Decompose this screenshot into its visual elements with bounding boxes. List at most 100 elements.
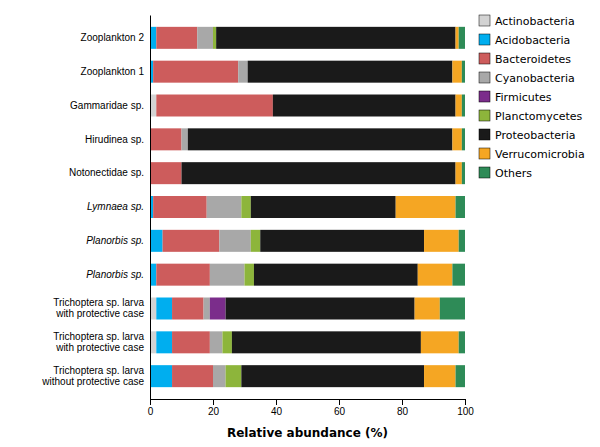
bar-series [396,27,462,387]
legend-label: Planctomycetes [495,110,583,123]
tick-label: 80 [397,406,409,417]
tick-label: Trichoptera sp. larvawith protective cas… [53,297,144,319]
tick-label: Zooplankton 1 [81,66,145,77]
legend-label: Acidobacteria [495,34,570,47]
bar [188,128,453,150]
bar [197,27,213,49]
bar [156,298,172,320]
tick-mark [402,399,403,405]
tick: Trichoptera sp. larvawith protective cas… [53,297,150,319]
axis-title: Relative abundance (%) [227,426,388,440]
bar [156,95,273,117]
bar [452,128,461,150]
tick-mark [465,399,466,405]
bar [245,264,254,286]
bar [251,230,260,252]
legend-swatch [479,91,490,102]
tick: 100 [457,399,474,417]
bar [213,365,226,387]
bar [210,298,226,320]
bar [241,365,424,387]
bar [222,331,231,353]
legend-swatch [479,110,490,121]
bar [462,162,465,184]
axis-line [151,400,466,406]
bar-series [182,27,456,387]
legend-swatch [479,148,490,159]
legend-label: Cyanobacteria [495,72,575,85]
tick-label: Gammaridae sp. [70,100,144,111]
bar [238,61,247,83]
legend-item: Proteobacteria [479,129,575,142]
tick: Notonectidae sp. [69,167,150,178]
legend-swatch [479,34,490,45]
tick: Trichoptera sp. larvawith protective cas… [53,331,150,353]
bar [204,298,210,320]
legend-swatch [479,53,490,64]
tick-label: Hirudinea sp. [85,134,144,145]
bar-series [210,298,226,320]
bar [150,128,182,150]
bar [226,298,415,320]
bars [150,27,465,387]
legend-label: Verrucomicrobia [495,148,585,161]
bar [210,331,223,353]
legend-swatch [479,167,490,178]
bar [462,61,465,83]
bar [273,95,456,117]
bar [456,27,459,49]
bar [241,196,250,218]
bar [424,230,459,252]
tick-mark [213,399,214,405]
bar [462,128,465,150]
y-axis: Zooplankton 2Zooplankton 1Gammaridae sp.… [41,16,150,400]
bar [213,27,216,49]
legend-item: Actinobacteria [479,15,575,28]
bar [216,27,455,49]
bar [232,331,421,353]
tick: Hirudinea sp. [85,134,150,145]
bar [150,230,163,252]
bar [251,196,396,218]
legend-item: Firmicutes [479,91,552,104]
tick: 0 [148,399,154,417]
tick: 40 [271,399,283,417]
legend-item: Verrucomicrobia [479,148,585,161]
bar [418,264,453,286]
bar [462,95,465,117]
legend-label: Others [495,167,532,180]
bar [452,61,461,83]
tick: 80 [397,399,409,417]
bar [456,95,462,117]
tick-mark [276,399,277,405]
tick: Planorbis sp. [86,269,150,280]
tick-label: Lymnaea sp. [87,201,144,212]
bar [150,162,182,184]
bar [456,365,465,387]
tick-label: 40 [271,406,283,417]
tick: 20 [208,399,220,417]
bar [156,27,197,49]
legend-label: Firmicutes [495,91,552,104]
tick: 60 [334,399,346,417]
legend-label: Bacteroidetes [495,53,571,66]
bar [248,61,453,83]
legend-item: Bacteroidetes [479,53,571,66]
bar [396,196,456,218]
tick-label: 20 [208,406,220,417]
bar [172,331,210,353]
tick: Trichoptera sp. larvawithout protective … [41,365,150,387]
tick-label: Trichoptera sp. larvawith protective cas… [53,331,144,353]
axis-line [150,16,151,400]
tick-label: Planorbis sp. [86,269,144,280]
bar [210,264,245,286]
bar [440,298,465,320]
bar [150,365,172,387]
legend: Actinobacteria Acidobacteria Bacteroidetes… [479,15,585,180]
bar [424,365,456,387]
bar [207,196,242,218]
tick-mark [150,399,151,405]
legend-label: Actinobacteria [495,15,575,28]
bar [421,331,459,353]
legend-item: Others [479,167,532,180]
